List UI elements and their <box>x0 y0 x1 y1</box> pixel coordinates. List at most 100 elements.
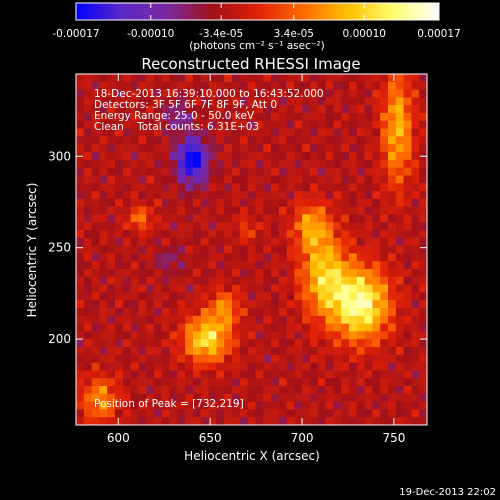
heatmap-cell <box>122 105 132 114</box>
heatmap-cell <box>138 175 147 184</box>
heatmap-cell <box>294 245 303 254</box>
heatmap-cell <box>302 386 311 395</box>
heatmap-cell <box>372 253 381 262</box>
heatmap-cell <box>76 159 85 169</box>
heatmap-cell <box>286 105 295 114</box>
heatmap-cell <box>263 128 272 137</box>
heatmap-cell <box>411 144 420 153</box>
heatmap-cell <box>310 152 319 161</box>
heatmap-cell <box>185 120 194 130</box>
heatmap-cell <box>177 191 186 200</box>
heatmap-cell <box>200 74 210 83</box>
heatmap-cell <box>388 409 397 418</box>
heatmap-cell <box>177 120 186 130</box>
heatmap-cell <box>138 198 147 208</box>
heatmap-cell <box>146 315 155 325</box>
heatmap-cell <box>325 269 334 278</box>
heatmap-cell <box>76 230 85 239</box>
heatmap-cell <box>91 105 100 114</box>
heatmap-cell <box>364 191 373 200</box>
heatmap-cell <box>76 323 85 332</box>
heatmap-cell <box>310 159 319 169</box>
heatmap-cell <box>317 276 327 286</box>
heatmap-cell <box>177 89 186 98</box>
heatmap-cell <box>356 276 366 286</box>
heatmap-cell <box>161 347 171 356</box>
heatmap-cell <box>247 253 256 262</box>
heatmap-cell <box>122 315 132 325</box>
heatmap-cell <box>169 401 178 410</box>
heatmap-cell <box>294 222 303 231</box>
heatmap-cell <box>388 393 397 403</box>
heatmap-cell <box>193 378 202 387</box>
heatmap-cell <box>154 113 163 122</box>
heatmap-cell <box>278 230 288 239</box>
heatmap-cell <box>278 175 288 184</box>
heatmap-cell <box>411 152 420 161</box>
heatmap-cell <box>138 120 147 130</box>
heatmap-cell <box>83 191 93 200</box>
heatmap-cell <box>372 183 381 192</box>
heatmap-cell <box>130 81 139 91</box>
heatmap-cell <box>99 74 108 83</box>
heatmap-cell <box>161 417 171 425</box>
heatmap-cell <box>325 378 334 387</box>
heatmap-cell <box>193 261 202 270</box>
heatmap-cell <box>99 113 108 122</box>
heatmap-cell <box>317 144 327 153</box>
heatmap-cell <box>91 339 100 348</box>
heatmap-cell <box>286 183 295 192</box>
heatmap-cell <box>372 269 381 278</box>
heatmap-cell <box>161 206 171 215</box>
heatmap-cell <box>216 230 225 239</box>
heatmap-cell <box>278 198 288 208</box>
heatmap-cell <box>200 144 210 153</box>
heatmap-cell <box>232 308 241 317</box>
heatmap-cell <box>200 175 210 184</box>
heatmap-cell <box>286 144 295 153</box>
heatmap-cell <box>403 81 412 91</box>
heatmap-cell <box>341 230 350 239</box>
heatmap-cell <box>169 417 178 425</box>
heatmap-cell <box>349 120 358 130</box>
heatmap-cell <box>247 183 256 192</box>
heatmap-cell <box>403 136 412 145</box>
heatmap-cell <box>146 230 155 239</box>
heatmap-cell <box>107 323 116 332</box>
heatmap-cell <box>154 159 163 169</box>
heatmap-cell <box>83 261 93 270</box>
heatmap-cell <box>200 113 210 122</box>
heatmap-cell <box>356 206 366 215</box>
heatmap-cell <box>239 362 249 371</box>
heatmap-cell <box>372 222 381 231</box>
heatmap-cell <box>193 300 202 309</box>
heatmap-cell <box>91 222 100 231</box>
heatmap-cell <box>177 308 186 317</box>
heatmap-cell <box>122 175 132 184</box>
heatmap-cell <box>403 144 412 153</box>
heatmap-cell <box>232 113 241 122</box>
heatmap-cell <box>294 417 303 425</box>
heatmap-cell <box>193 89 202 98</box>
heatmap-cell <box>208 354 217 364</box>
heatmap-cell <box>200 417 210 425</box>
heatmap-cell <box>224 315 233 325</box>
heatmap-cell <box>271 230 280 239</box>
heatmap-cell <box>99 175 108 184</box>
heatmap-cell <box>302 284 311 293</box>
heatmap-cell <box>169 331 178 340</box>
heatmap-cell <box>169 253 178 262</box>
heatmap-cell <box>232 222 241 231</box>
heatmap-cell <box>395 237 405 247</box>
heatmap-cell <box>232 253 241 262</box>
heatmap-cell <box>333 347 342 356</box>
heatmap-cell <box>224 308 233 317</box>
heatmap-cell <box>372 339 381 348</box>
heatmap-cell <box>193 386 202 395</box>
heatmap-cell <box>317 339 327 348</box>
heatmap-cell <box>341 401 350 410</box>
heatmap-cell <box>247 393 256 403</box>
heatmap-cell <box>107 386 116 395</box>
heatmap-cell <box>208 167 217 176</box>
heatmap-cell <box>349 81 358 91</box>
